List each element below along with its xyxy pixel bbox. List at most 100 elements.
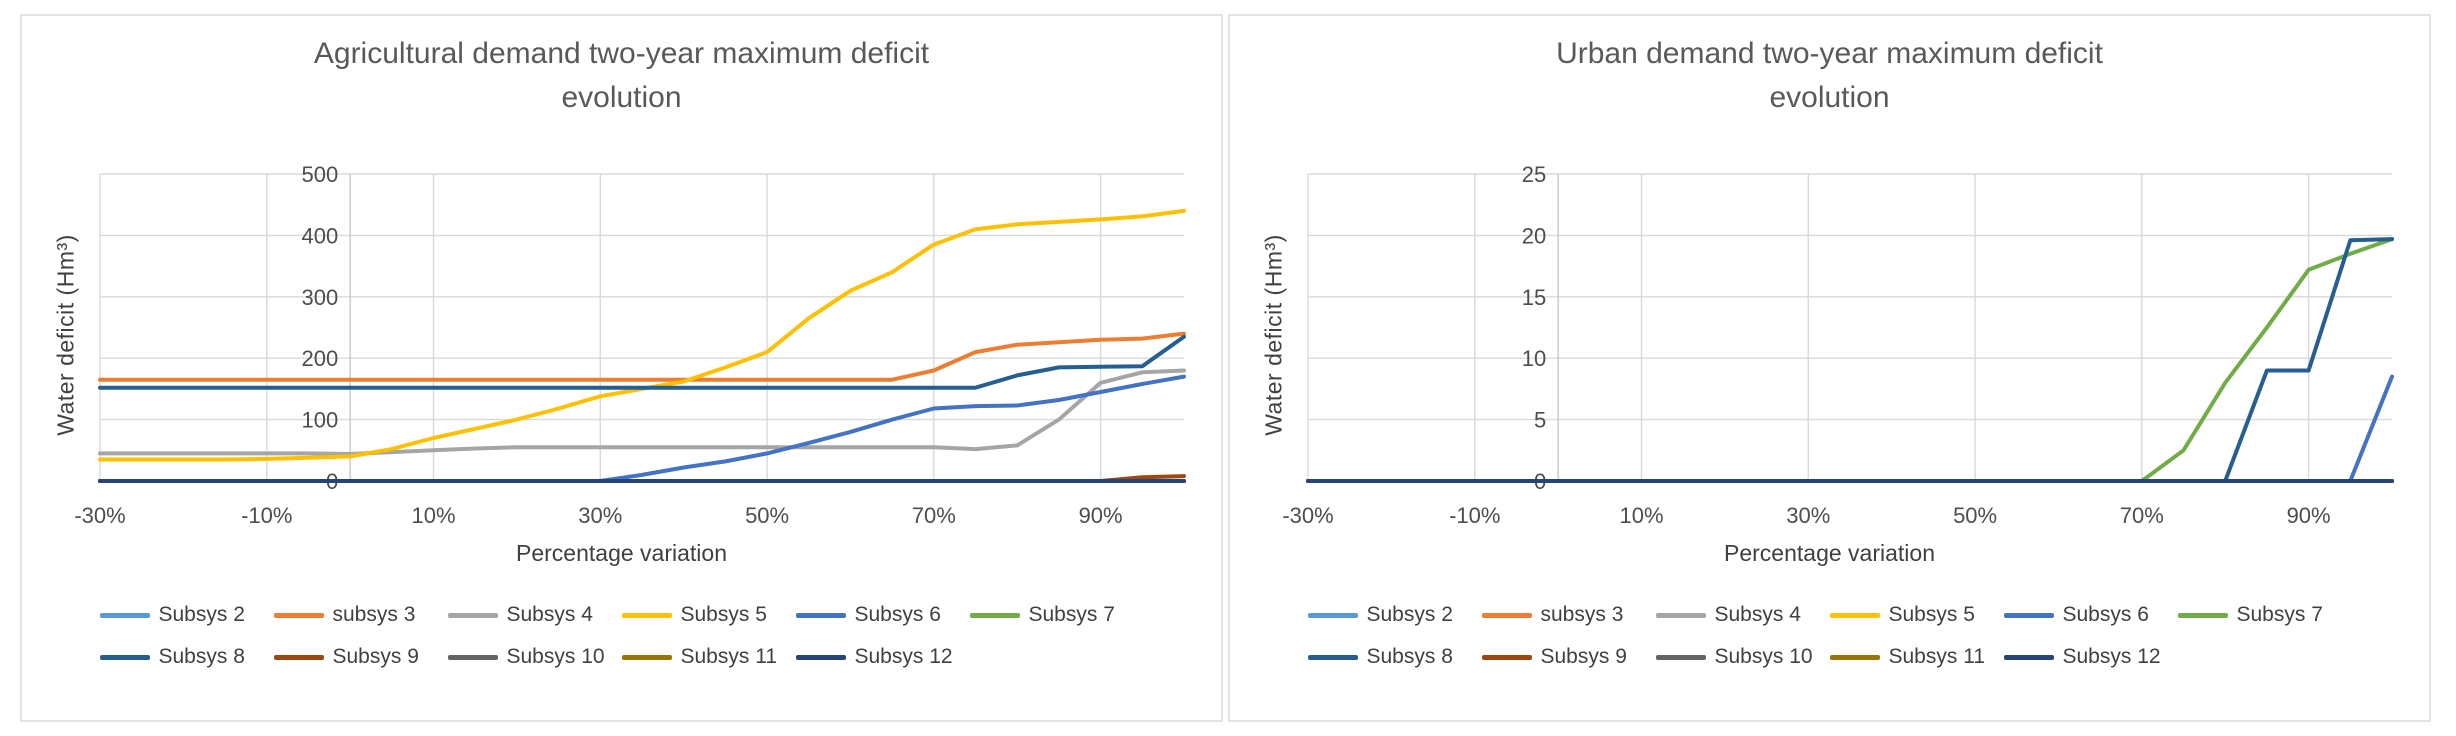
x-tick-label: 30%	[1786, 503, 1830, 528]
legend-swatch-subsys-6	[795, 612, 846, 618]
legend-swatch-subsys-9	[273, 654, 324, 660]
series-line-subsys-4	[98, 368, 1186, 456]
series-line-subsys-8	[98, 334, 1186, 390]
legend-label: Subsys 9	[1540, 645, 1627, 668]
legend-label: Subsys 7	[2236, 603, 2323, 626]
legend-item-subsys-3: subsys 3	[1481, 599, 1656, 631]
series-line-subsys-6	[98, 374, 1186, 483]
legend: Subsys 2 subsys 3 Subsys 4 Subsys 5 Subsys 6…	[1307, 599, 2352, 673]
series-line-subsys-5	[98, 208, 1186, 462]
legend-item-subsys-8: Subsys 8	[1307, 641, 1482, 673]
legend-item-subsys-6: Subsys 6	[795, 599, 970, 631]
legend-label: Subsys 12	[2062, 645, 2161, 668]
x-tick-label: 50%	[745, 503, 789, 528]
legend-swatch-subsys-5	[1829, 612, 1880, 618]
legend-swatch-subsys-6	[2003, 612, 2054, 618]
x-tick-label: 70%	[2120, 503, 2164, 528]
legend-item-subsys-3: subsys 3	[273, 599, 448, 631]
chart-title: Agricultural demand two-year maximum def…	[22, 32, 1221, 120]
legend-swatch-subsys-4	[1655, 612, 1706, 618]
x-tick-label: 30%	[578, 503, 622, 528]
x-tick-label: 50%	[1953, 503, 1997, 528]
legend-label: Subsys 9	[332, 645, 419, 668]
y-tick-label: 100	[301, 408, 338, 433]
x-tick-label: 10%	[1619, 503, 1663, 528]
legend-swatch-subsys-8	[1307, 654, 1358, 660]
legend-label: Subsys 4	[1714, 603, 1801, 626]
legend-label: Subsys 7	[1028, 603, 1115, 626]
legend-label: Subsys 11	[680, 645, 778, 668]
legend-item-subsys-11: Subsys 11	[1829, 641, 2004, 673]
legend-swatch-subsys-7	[969, 612, 1020, 618]
y-tick-label: 200	[301, 346, 338, 371]
legend-swatch-subsys-10	[447, 654, 498, 660]
legend-swatch-subsys-12	[795, 654, 846, 660]
legend: Subsys 2 subsys 3 Subsys 4 Subsys 5 Subsys 6…	[99, 599, 1144, 673]
x-tick-label: -30%	[1282, 503, 1333, 528]
series-line-subsys-8	[1306, 237, 2394, 483]
legend-item-subsys-10: Subsys 10	[1655, 641, 1830, 673]
legend-swatch-subsys-8	[99, 654, 150, 660]
legend-label: Subsys 4	[506, 603, 593, 626]
series-line-subsys-3	[98, 331, 1186, 382]
x-tick-label: 10%	[411, 503, 455, 528]
legend-label: Subsys 10	[1714, 645, 1813, 668]
x-axis-title: Percentage variation	[1724, 540, 1935, 566]
legend-item-subsys-12: Subsys 12	[2003, 641, 2178, 673]
legend-item-subsys-11: Subsys 11	[621, 641, 796, 673]
legend-item-subsys-8: Subsys 8	[99, 641, 274, 673]
y-tick-label: 15	[1522, 285, 1546, 310]
chart-title-line-1: Urban demand two-year maximum deficit	[1556, 37, 2103, 70]
legend-label: Subsys 11	[1888, 645, 1986, 668]
x-axis-title: Percentage variation	[516, 540, 727, 566]
legend-swatch-subsys-5	[621, 612, 672, 618]
legend-label: Subsys 2	[1366, 603, 1453, 626]
x-tick-label: 70%	[912, 503, 956, 528]
legend-item-subsys-12: Subsys 12	[795, 641, 970, 673]
legend-swatch-subsys-11	[1829, 654, 1880, 660]
y-tick-label: 400	[301, 223, 338, 248]
y-tick-label: 10	[1522, 346, 1546, 371]
legend-swatch-subsys-9	[1481, 654, 1532, 660]
legend-item-subsys-6: Subsys 6	[2003, 599, 2178, 631]
legend-item-subsys-5: Subsys 5	[1829, 599, 2004, 631]
legend-item-subsys-7: Subsys 7	[969, 599, 1144, 631]
legend-swatch-subsys-2	[99, 612, 150, 618]
y-tick-label: 500	[301, 162, 338, 187]
legend-swatch-subsys-3	[1481, 612, 1532, 618]
y-tick-label: 300	[301, 285, 338, 310]
legend-swatch-subsys-2	[1307, 612, 1358, 618]
legend-swatch-subsys-12	[2003, 654, 2054, 660]
legend-item-subsys-5: Subsys 5	[621, 599, 796, 631]
agricultural-chart-panel: Agricultural demand two-year maximum def…	[20, 14, 1223, 722]
legend-label: Subsys 6	[854, 603, 941, 626]
legend-item-subsys-10: Subsys 10	[447, 641, 622, 673]
legend-swatch-subsys-10	[1655, 654, 1706, 660]
x-tick-label: 90%	[1079, 503, 1123, 528]
legend-label: Subsys 5	[1888, 603, 1975, 626]
legend-label: Subsys 12	[854, 645, 953, 668]
legend-label: Subsys 6	[2062, 603, 2149, 626]
legend-item-subsys-4: Subsys 4	[447, 599, 622, 631]
chart-title-line-2: evolution	[1769, 81, 1890, 114]
chart-title: Urban demand two-year maximum deficit ev…	[1230, 32, 2429, 120]
legend-item-subsys-7: Subsys 7	[2177, 599, 2352, 631]
legend-label: Subsys 8	[1366, 645, 1453, 668]
legend-swatch-subsys-11	[621, 654, 672, 660]
legend-item-subsys-4: Subsys 4	[1655, 599, 1830, 631]
legend-label: subsys 3	[1540, 603, 1624, 626]
legend-label: Subsys 10	[506, 645, 605, 668]
y-tick-label: 25	[1522, 162, 1546, 187]
legend-item-subsys-2: Subsys 2	[1307, 599, 1482, 631]
legend-item-subsys-9: Subsys 9	[273, 641, 448, 673]
legend-label: subsys 3	[332, 603, 416, 626]
y-tick-label: 5	[1534, 408, 1546, 433]
series-line-subsys-7	[1306, 237, 2394, 483]
legend-label: Subsys 5	[680, 603, 767, 626]
x-tick-label: -10%	[241, 503, 292, 528]
urban-chart-panel: Urban demand two-year maximum deficit ev…	[1228, 14, 2431, 722]
x-tick-label: -30%	[74, 503, 125, 528]
